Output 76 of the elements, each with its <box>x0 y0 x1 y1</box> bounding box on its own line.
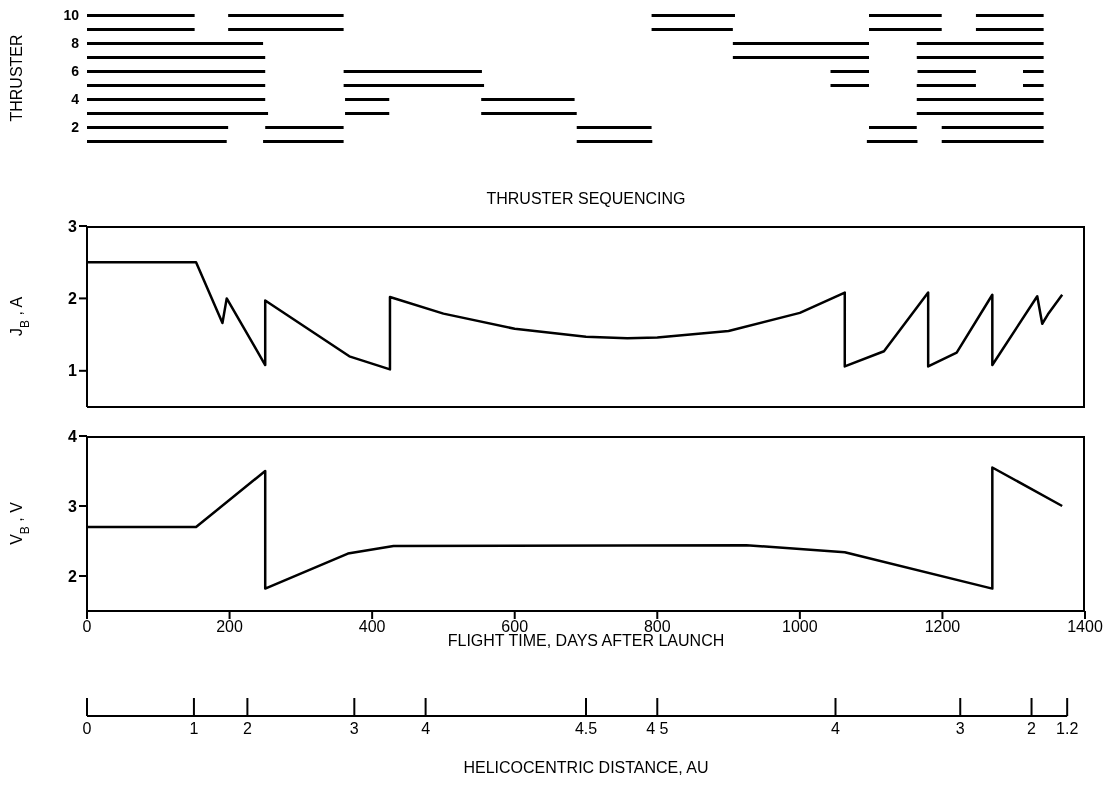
y-tick-label: 8 <box>71 34 80 51</box>
category-label: 2 <box>1027 720 1037 737</box>
bar <box>916 42 1044 45</box>
bar <box>87 126 229 129</box>
y-tick-label: 4 <box>71 90 80 107</box>
bar <box>87 84 266 87</box>
bar <box>732 42 869 45</box>
x-tick-label: 1000 <box>782 618 818 636</box>
category-label: 1.2 <box>1056 720 1079 737</box>
category-label: 0 <box>82 720 92 737</box>
bar <box>87 56 266 59</box>
bar <box>343 84 485 87</box>
x-tick-label: 200 <box>216 618 244 636</box>
y-tick-label: 2 <box>68 290 78 308</box>
bar <box>87 70 266 73</box>
bar <box>481 98 575 101</box>
category-label: 4 <box>831 720 841 737</box>
bar <box>916 112 1044 115</box>
category-label: 3 <box>955 720 965 737</box>
bar <box>869 14 942 17</box>
text: HELICOCENTRIC DISTANCE, AU <box>463 759 709 776</box>
bar <box>343 70 482 73</box>
bar <box>87 112 269 115</box>
bar <box>576 140 653 143</box>
bar <box>869 126 917 129</box>
bar <box>916 84 976 87</box>
y-axis-title: THRUSTER <box>8 34 25 122</box>
y-tick-label: 2 <box>68 567 78 585</box>
bar <box>651 28 733 31</box>
category-label: 4 <box>421 720 431 737</box>
y-tick-label: 6 <box>71 62 80 79</box>
category-label: 4 5 <box>646 720 669 737</box>
y-tick-label: 1 <box>68 362 78 380</box>
bar <box>345 98 390 101</box>
bar <box>87 28 195 31</box>
category-label: 3 <box>349 720 359 737</box>
bar <box>866 140 918 143</box>
bar <box>651 14 735 17</box>
bar <box>576 126 652 129</box>
bar <box>345 112 390 115</box>
y-tick-label: 2 <box>71 118 80 135</box>
y-tick-label: 10 <box>63 6 80 23</box>
bar <box>87 14 195 17</box>
text: THRUSTER SEQUENCING <box>485 190 687 208</box>
category-label: 2 <box>242 720 252 737</box>
bar <box>228 28 344 31</box>
bar <box>732 56 869 59</box>
bar <box>975 14 1044 17</box>
x-axis-title: FLIGHT TIME, DAYS AFTER LAUNCH <box>447 632 725 649</box>
bar <box>830 70 869 73</box>
bar <box>87 42 264 45</box>
category-label: 4.5 <box>574 720 598 737</box>
bar <box>1022 70 1044 73</box>
bar <box>941 126 1044 129</box>
bar <box>265 126 344 129</box>
bar <box>1022 84 1044 87</box>
bar <box>917 70 976 73</box>
bar <box>228 14 344 17</box>
x-tick-label: 1400 <box>1067 618 1103 636</box>
bar <box>916 98 1044 101</box>
bar <box>481 112 577 115</box>
bar <box>87 98 266 101</box>
x-tick-label: 0 <box>82 618 92 636</box>
x-tick-label: 1200 <box>924 618 961 636</box>
y-tick-label: 3 <box>68 497 78 515</box>
x-tick-label: 400 <box>358 618 386 636</box>
bar <box>830 84 869 87</box>
bar <box>869 28 942 31</box>
bar <box>941 140 1044 143</box>
y-tick-label: 3 <box>68 217 78 235</box>
bar <box>975 28 1044 31</box>
y-tick-label: 4 <box>68 427 78 445</box>
bar <box>916 56 1044 59</box>
bar <box>87 140 227 143</box>
bar <box>263 140 344 143</box>
category-label: 1 <box>189 720 199 737</box>
